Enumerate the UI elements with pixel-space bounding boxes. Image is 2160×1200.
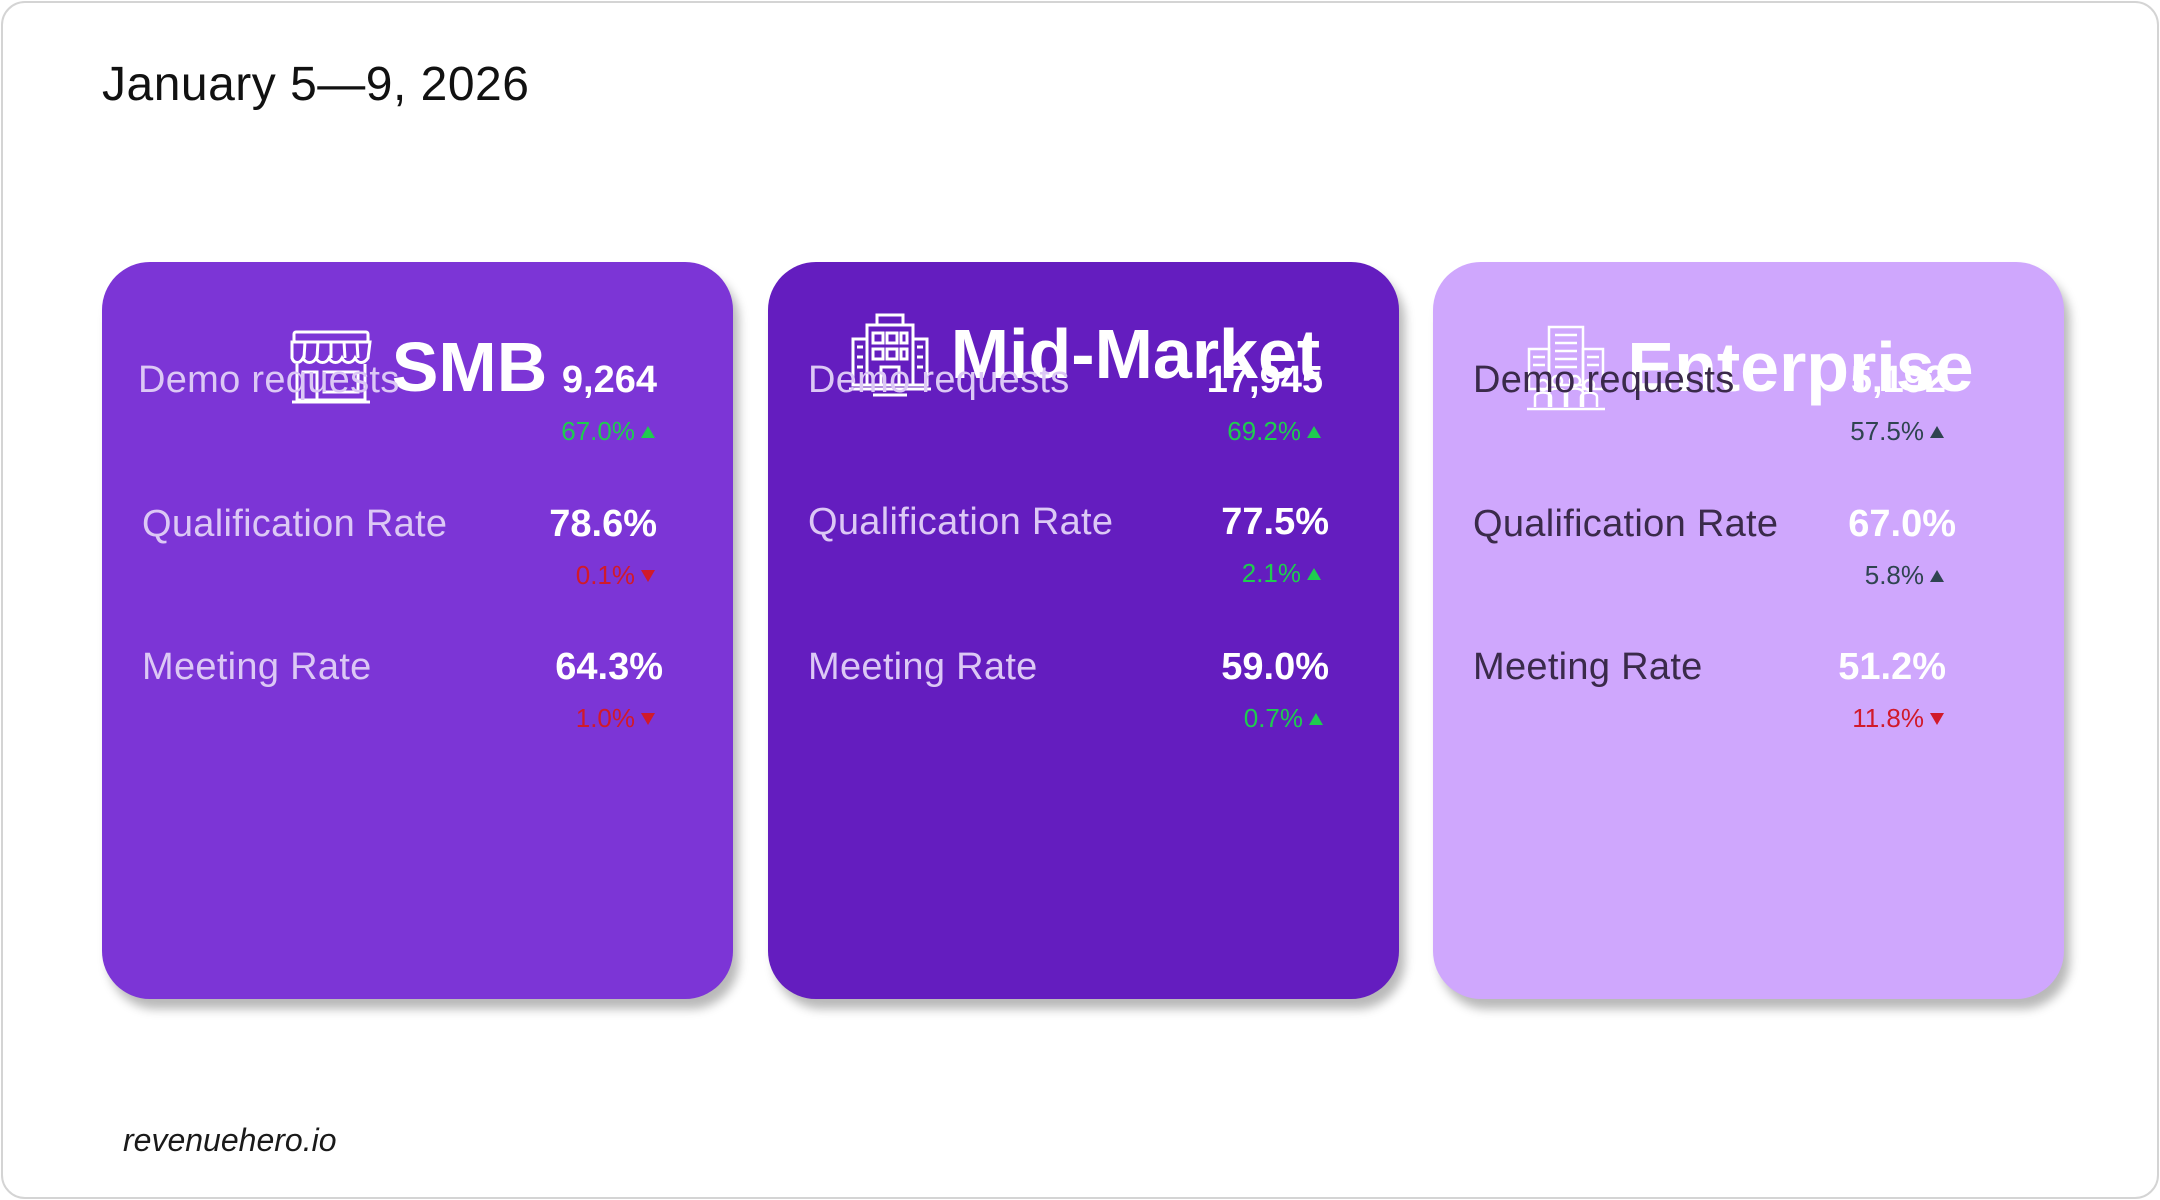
metric-label: Meeting Rate xyxy=(1473,646,1703,688)
smb-header: SMB xyxy=(102,317,733,417)
metric-label: Qualification Rate xyxy=(808,501,1114,543)
metric-change: 57.5% xyxy=(1850,416,1944,447)
change-value: 57.5% xyxy=(1850,416,1924,446)
arrow-up-icon xyxy=(1930,569,1944,582)
metric-value: 17,945 xyxy=(1206,359,1323,401)
arrow-down-icon xyxy=(641,569,655,582)
metric-meeting-rate: Meeting Rate 64.3% 1.0% xyxy=(138,646,697,756)
metric-label: Demo requests xyxy=(138,359,400,401)
arrow-down-icon xyxy=(641,712,655,725)
metric-demo-requests: Demo requests 5,192 57.5% xyxy=(1469,359,2028,469)
change-value: 2.1% xyxy=(1241,558,1301,588)
office-building-icon xyxy=(847,311,933,397)
metric-value: 59.0% xyxy=(1221,646,1329,688)
enterprise-header: Enterprise xyxy=(1433,317,2064,417)
change-value: 11.8% xyxy=(1852,703,1924,733)
change-value: 1.0% xyxy=(575,703,635,733)
mid-market-card: Mid-Market Demo requests 17,945 69.2% Qu… xyxy=(768,262,1399,999)
change-value: 0.1% xyxy=(575,560,635,590)
metric-change: 69.2% xyxy=(1227,416,1321,447)
metric-qualification-rate: Qualification Rate 67.0% 5.8% xyxy=(1469,503,2028,613)
change-value: 67.0% xyxy=(561,416,635,446)
arrow-up-icon xyxy=(641,425,655,438)
segment-title: Enterprise xyxy=(1627,328,1974,406)
metric-value: 9,264 xyxy=(561,359,657,401)
arrow-down-icon xyxy=(1930,712,1944,725)
mid-market-header: Mid-Market xyxy=(768,304,1399,404)
footer-brand: revenuehero.io xyxy=(123,1122,337,1158)
metric-label: Meeting Rate xyxy=(808,646,1038,688)
metric-change: 0.1% xyxy=(576,560,655,591)
metric-value: 78.6% xyxy=(549,503,657,545)
metric-value: 64.3% xyxy=(555,646,663,688)
smb-card: SMB Demo requests 9,264 67.0% Qualificat… xyxy=(102,262,733,999)
arrow-up-icon xyxy=(1307,425,1321,438)
enterprise-building-icon xyxy=(1523,323,1609,411)
metric-demo-requests: Demo requests 17,945 69.2% xyxy=(804,359,1363,469)
metric-label: Meeting Rate xyxy=(142,646,372,688)
segment-title: SMB xyxy=(391,328,548,406)
metric-label: Demo requests xyxy=(1473,359,1735,401)
enterprise-card: Enterprise Demo requests 5,192 57.5% Qua… xyxy=(1433,262,2064,999)
arrow-up-icon xyxy=(1307,567,1321,580)
metric-qualification-rate: Qualification Rate 78.6% 0.1% xyxy=(138,503,697,613)
metric-value: 77.5% xyxy=(1221,501,1329,543)
arrow-up-icon xyxy=(1309,712,1323,725)
metric-value: 51.2% xyxy=(1838,646,1946,688)
change-value: 0.7% xyxy=(1243,703,1303,733)
change-value: 69.2% xyxy=(1227,416,1301,446)
metric-change: 5.8% xyxy=(1865,560,1944,591)
metric-value: 5,192 xyxy=(1850,359,1946,401)
storefront-icon xyxy=(288,328,374,406)
metric-meeting-rate: Meeting Rate 51.2% 11.8% xyxy=(1469,646,2028,756)
metric-qualification-rate: Qualification Rate 77.5% 2.1% xyxy=(804,501,1363,611)
change-value: 5.8% xyxy=(1864,560,1924,590)
date-range-title: January 5—9, 2026 xyxy=(102,58,530,111)
metric-change: 67.0% xyxy=(561,416,655,447)
metric-change: 0.7% xyxy=(1244,703,1323,734)
metric-label: Qualification Rate xyxy=(142,503,448,545)
metric-value: 67.0% xyxy=(1848,503,1956,545)
segment-title: Mid-Market xyxy=(950,315,1321,393)
metric-label: Demo requests xyxy=(808,359,1070,401)
metric-demo-requests: Demo requests 9,264 67.0% xyxy=(138,359,697,469)
metric-change: 1.0% xyxy=(576,703,655,734)
metric-change: 11.8% xyxy=(1852,703,1944,734)
metric-change: 2.1% xyxy=(1242,558,1321,589)
metric-label: Qualification Rate xyxy=(1473,503,1779,545)
arrow-up-icon xyxy=(1930,425,1944,438)
metric-meeting-rate: Meeting Rate 59.0% 0.7% xyxy=(804,646,1363,756)
